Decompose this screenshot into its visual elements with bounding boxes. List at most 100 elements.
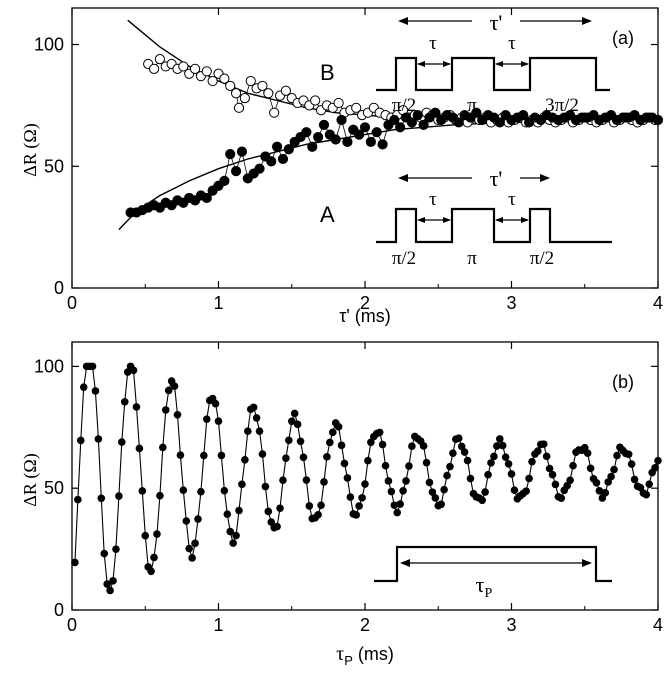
inset-a-pulse-label-3: π/2 <box>530 248 554 269</box>
inset-a-tau-2: τ <box>508 189 516 210</box>
panel-b-point <box>328 428 337 437</box>
panel-b-point <box>164 386 173 395</box>
panel-a-label: (a) <box>612 28 634 48</box>
panel-b-point <box>542 452 551 461</box>
panel-b-point <box>147 567 155 576</box>
panel-b-point <box>607 472 615 481</box>
series-a-point <box>330 134 341 145</box>
panel-b-point <box>504 460 513 468</box>
panel-b-point <box>405 462 413 470</box>
panel-b-point <box>115 492 123 500</box>
panel-b-point <box>367 438 375 447</box>
panel-b-point <box>551 480 560 489</box>
panel-b-xlabel-main: τ <box>336 643 344 665</box>
panel-b-point <box>217 451 226 460</box>
panel-a-axes: 0 1 2 3 4 0 50 100 <box>34 8 663 313</box>
series-b-point <box>219 73 230 84</box>
inset-a-tau-arrow-1 <box>417 217 451 223</box>
panel-b-inset-arrow <box>400 559 592 567</box>
panel-b-point <box>425 478 434 487</box>
panel-b-xtick-label-0: 0 <box>67 615 77 635</box>
series-a-point <box>277 153 289 165</box>
series-a-point <box>342 136 353 148</box>
panel-b-point <box>390 501 399 510</box>
panel-b-point <box>197 487 205 496</box>
panel-b-point <box>238 480 246 489</box>
panel-b-point <box>249 403 258 412</box>
panel-b-point <box>501 453 510 461</box>
panel-b-ytick-label-1: 50 <box>44 478 64 498</box>
panel-a-xtick-label-3: 3 <box>506 293 516 313</box>
panel-b-point <box>100 549 109 558</box>
panel-b-point <box>74 495 82 504</box>
panel-b-point <box>200 451 208 460</box>
panel-b-point <box>487 459 495 467</box>
panel-b-point <box>539 440 548 448</box>
series-b-point <box>280 85 291 96</box>
panel-b-point <box>94 435 103 443</box>
panel-b-point <box>431 494 440 502</box>
panel-b-xlabel: τP (ms) <box>336 643 394 668</box>
inset-a-label: A <box>320 202 335 227</box>
panel-b-point <box>296 437 305 446</box>
panel-b-point <box>466 474 475 483</box>
panel-b-point <box>156 491 164 500</box>
panel-b-point <box>364 456 372 465</box>
series-a-point <box>219 175 230 186</box>
series-b-point <box>239 92 250 104</box>
panel-b-xtick-label-2: 2 <box>360 615 370 635</box>
panel-b-point <box>252 414 261 422</box>
panel-b-point <box>276 504 284 513</box>
panel-b-point <box>97 494 106 503</box>
panel-b-point <box>437 500 445 509</box>
series-a-point <box>377 139 388 150</box>
series-a-point <box>453 117 464 128</box>
panel-b-point <box>285 436 293 445</box>
panel-a-ytick-label-1: 50 <box>44 156 64 176</box>
panel-b-point <box>261 482 270 491</box>
panel-b-frame <box>71 341 659 611</box>
panel-b-point <box>569 461 577 470</box>
panel-b-point <box>490 452 498 461</box>
panel-b-point <box>522 487 530 495</box>
panel-b-point <box>264 507 273 516</box>
panel-b-point <box>463 456 472 465</box>
panel-b-point <box>182 517 191 525</box>
series-a-point <box>359 122 371 133</box>
panel-b-inset-label-sub: P <box>485 586 493 601</box>
panel-b-point <box>525 474 533 483</box>
inset-a-tau-arrow-2 <box>495 217 529 223</box>
series-b-point <box>269 107 280 118</box>
panel-b-point <box>449 449 457 457</box>
panel-b-point <box>103 580 111 588</box>
panel-b-point <box>71 558 79 567</box>
panel-b-point <box>112 545 120 553</box>
series-b-point <box>225 80 236 92</box>
panel-b-point <box>495 435 504 443</box>
series-b-point <box>245 75 256 87</box>
panel-b-point <box>141 531 150 540</box>
panel-b-point <box>393 508 402 517</box>
panel-b-point <box>241 456 249 464</box>
panel-b-point <box>244 427 252 435</box>
series-a-point <box>518 110 529 121</box>
panel-b-point <box>528 457 536 466</box>
panel-b-point <box>422 458 431 467</box>
panel-a-xtick-label-2: 2 <box>360 293 370 313</box>
inset-a: A τ' τ τ π/2 π π/2 <box>320 166 612 269</box>
panel-b-xtick-label-3: 3 <box>506 615 516 635</box>
series-a-point <box>406 117 417 128</box>
panel-b-point <box>402 477 410 485</box>
panel-b-point <box>132 403 141 411</box>
panel-a-frame <box>71 7 659 289</box>
panel-b-point <box>624 450 633 459</box>
panel-b-point <box>566 476 574 485</box>
panel-b-point <box>428 488 437 496</box>
panel-a-series-a <box>125 107 664 218</box>
panel-b-point <box>191 539 199 548</box>
panel-b-point <box>226 527 235 536</box>
panel-b-point <box>211 399 220 408</box>
panel-a-ytick-label-0: 0 <box>54 278 64 298</box>
